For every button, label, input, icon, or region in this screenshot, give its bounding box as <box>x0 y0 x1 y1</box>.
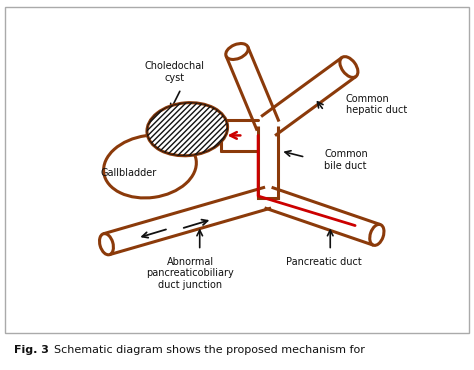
Text: Pancreatic duct: Pancreatic duct <box>286 257 362 267</box>
Text: Common
hepatic duct: Common hepatic duct <box>346 94 407 115</box>
Text: Common
bile duct: Common bile duct <box>324 149 368 171</box>
Ellipse shape <box>147 102 228 156</box>
Text: Gallbladder: Gallbladder <box>100 168 156 178</box>
Text: Abnormal
pancreaticobiliary
duct junction: Abnormal pancreaticobiliary duct junctio… <box>146 257 234 290</box>
Text: Schematic diagram shows the proposed mechanism for: Schematic diagram shows the proposed mec… <box>47 345 365 355</box>
Text: Choledochal
cyst: Choledochal cyst <box>145 61 205 83</box>
Ellipse shape <box>104 135 196 198</box>
Text: Fig. 3: Fig. 3 <box>14 345 49 355</box>
